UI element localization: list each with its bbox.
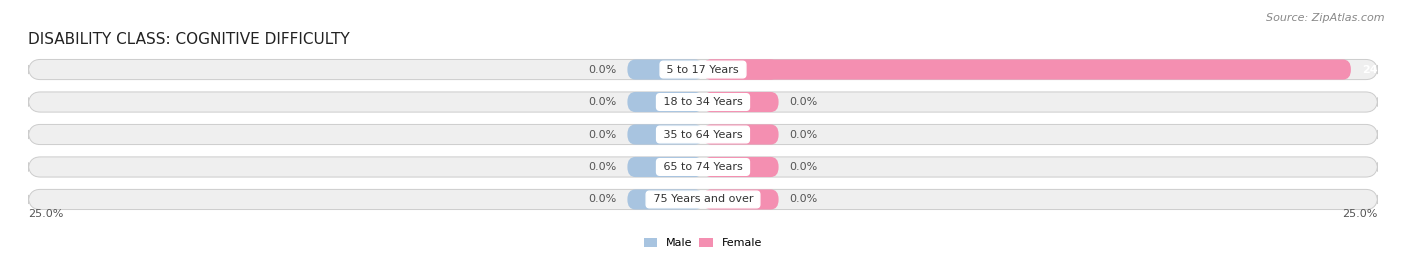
Legend: Male, Female: Male, Female	[640, 233, 766, 253]
FancyBboxPatch shape	[703, 189, 779, 210]
Text: 0.0%: 0.0%	[789, 162, 818, 172]
Text: 0.0%: 0.0%	[588, 129, 617, 140]
FancyBboxPatch shape	[627, 125, 703, 144]
FancyBboxPatch shape	[28, 157, 1378, 177]
FancyBboxPatch shape	[28, 125, 1378, 144]
Text: 65 to 74 Years: 65 to 74 Years	[659, 162, 747, 172]
Text: Source: ZipAtlas.com: Source: ZipAtlas.com	[1267, 13, 1385, 23]
FancyBboxPatch shape	[703, 157, 779, 177]
FancyBboxPatch shape	[627, 92, 703, 112]
Text: 0.0%: 0.0%	[588, 97, 617, 107]
Text: 0.0%: 0.0%	[789, 129, 818, 140]
Text: 75 Years and over: 75 Years and over	[650, 194, 756, 204]
Text: 24.0%: 24.0%	[1361, 65, 1400, 75]
Text: 0.0%: 0.0%	[789, 194, 818, 204]
Text: 5 to 17 Years: 5 to 17 Years	[664, 65, 742, 75]
Text: 0.0%: 0.0%	[789, 97, 818, 107]
Text: 0.0%: 0.0%	[588, 65, 617, 75]
FancyBboxPatch shape	[627, 157, 703, 177]
Text: 25.0%: 25.0%	[1343, 209, 1378, 219]
FancyBboxPatch shape	[703, 125, 779, 144]
FancyBboxPatch shape	[627, 189, 703, 210]
Text: 0.0%: 0.0%	[588, 194, 617, 204]
Text: DISABILITY CLASS: COGNITIVE DIFFICULTY: DISABILITY CLASS: COGNITIVE DIFFICULTY	[28, 32, 350, 47]
Text: 35 to 64 Years: 35 to 64 Years	[659, 129, 747, 140]
FancyBboxPatch shape	[28, 59, 1378, 80]
FancyBboxPatch shape	[703, 59, 1351, 80]
Text: 18 to 34 Years: 18 to 34 Years	[659, 97, 747, 107]
FancyBboxPatch shape	[703, 59, 779, 80]
FancyBboxPatch shape	[28, 92, 1378, 112]
Text: 0.0%: 0.0%	[588, 162, 617, 172]
FancyBboxPatch shape	[627, 59, 703, 80]
Text: 25.0%: 25.0%	[28, 209, 63, 219]
FancyBboxPatch shape	[703, 92, 779, 112]
FancyBboxPatch shape	[28, 189, 1378, 210]
